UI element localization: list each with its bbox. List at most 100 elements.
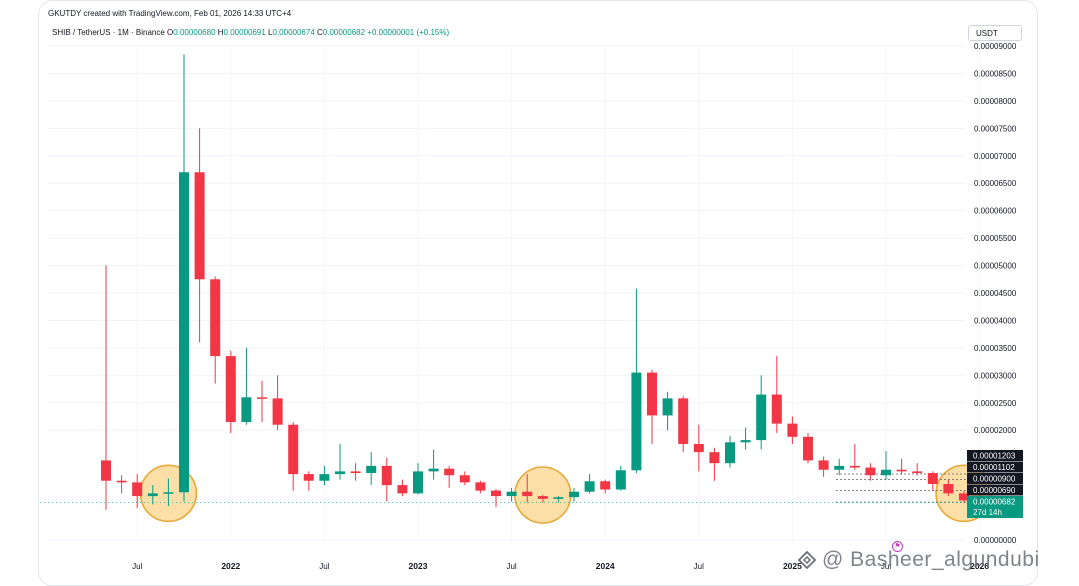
high-value: 0.00000691 (223, 28, 266, 37)
candle-body (647, 372, 657, 416)
candle-body (912, 471, 923, 474)
y-tick-label: 0.00005000 (974, 262, 1017, 271)
candle-body (101, 460, 111, 481)
candle-body (397, 485, 408, 494)
candle (787, 416, 798, 444)
x-tick-label: Jul (694, 562, 704, 571)
candle (959, 490, 969, 503)
candle-body (771, 394, 782, 424)
candle (272, 375, 283, 431)
y-tick-label: 0.00006500 (974, 179, 1017, 188)
candle (896, 458, 907, 475)
candle (600, 479, 611, 494)
x-tick-label: 2022 (221, 561, 240, 571)
candle-body (132, 482, 143, 497)
candle (537, 494, 548, 503)
candle (116, 475, 127, 494)
candle-body (366, 465, 377, 474)
candle (725, 435, 735, 468)
candle (350, 463, 361, 481)
candle-body (943, 484, 954, 494)
y-tick-label: 0.00002000 (974, 426, 1017, 435)
candle (241, 347, 252, 425)
candle (881, 451, 891, 480)
x-tick-label: 2024 (596, 561, 615, 571)
candle-body (662, 398, 673, 416)
candle (225, 350, 236, 433)
candle-body (834, 465, 845, 470)
price-label: 0.00001203 (973, 452, 1016, 461)
candle (413, 463, 423, 495)
candle-body (225, 356, 236, 422)
candle-body (147, 493, 158, 497)
price-label: 0.00000900 (973, 475, 1016, 484)
candles (101, 54, 1001, 510)
candle (257, 380, 267, 422)
y-axis: 0.00009000 0.00008500 0.00008000 0.00007500… (974, 42, 1017, 545)
candle (381, 457, 392, 502)
candle-body (257, 397, 267, 399)
candle-body (241, 397, 252, 422)
change-value: +0.00000001 (+0.15%) (367, 28, 450, 37)
candle-body (584, 481, 595, 492)
flag-icon[interactable]: ⚑ (892, 541, 903, 552)
candle-body (881, 469, 891, 476)
candle (147, 485, 158, 505)
candle-body (116, 480, 127, 483)
low-label: L (268, 28, 273, 37)
y-tick-label: 0.00007000 (974, 152, 1017, 161)
candle (366, 452, 377, 486)
candle-body (194, 172, 205, 280)
candle (163, 478, 174, 506)
y-tick-label: 0.00007500 (974, 124, 1017, 133)
candle-body (896, 469, 907, 472)
y-tick-label: 0.00005500 (974, 234, 1017, 243)
candle-body (163, 492, 174, 494)
candle-body (335, 471, 345, 475)
candle-body (818, 460, 829, 470)
candle (709, 447, 720, 481)
x-tick-label: 2025 (783, 561, 802, 571)
candle (194, 128, 205, 343)
open-value: 0.00000680 (173, 28, 216, 37)
y-tick-label: 0.00009000 (974, 42, 1017, 51)
candle-body (631, 372, 642, 471)
candle-body (491, 490, 501, 497)
candle (179, 54, 189, 502)
candle (912, 463, 923, 476)
candle-body (959, 493, 969, 501)
candle-body (210, 279, 221, 357)
candle (444, 465, 455, 488)
current-price-label: 0.00000682 (973, 498, 1016, 507)
watermark-text: @ Basheer_algundubi (822, 548, 1040, 571)
candle-body (678, 398, 689, 444)
x-tick-label: 2026 (970, 561, 989, 571)
candle (132, 474, 143, 509)
candle-body (350, 471, 361, 474)
candle-body (272, 398, 283, 425)
candle-body (787, 423, 798, 437)
candle-body (803, 436, 813, 461)
symbol-label[interactable]: SHIB / TetherUS · 1M · Binance (52, 28, 165, 37)
price-label-bg (967, 461, 1023, 473)
y-tick-label: 0.00003500 (974, 344, 1017, 353)
x-tick-label: Jul (506, 562, 516, 571)
candle-body (927, 473, 938, 485)
candle (428, 449, 439, 480)
y-tick-label: 0.00004500 (974, 289, 1017, 298)
candle (397, 479, 408, 497)
candle (491, 488, 501, 508)
candle (803, 432, 813, 464)
candle (771, 356, 782, 433)
candle (678, 396, 689, 453)
watermark-logo-icon (797, 550, 817, 570)
currency-button[interactable]: USDT (968, 25, 1022, 41)
candle (631, 288, 642, 474)
ohlc-header: SHIB / TetherUS · 1M · Binance O0.000006… (52, 28, 449, 37)
candle (303, 471, 314, 491)
candle-body (600, 481, 611, 490)
candle (506, 487, 517, 502)
candle-body (506, 491, 517, 497)
x-axis: Jul 2022 Jul 2023 Jul 2024 Jul 2025 Jul 2026 (132, 561, 989, 571)
